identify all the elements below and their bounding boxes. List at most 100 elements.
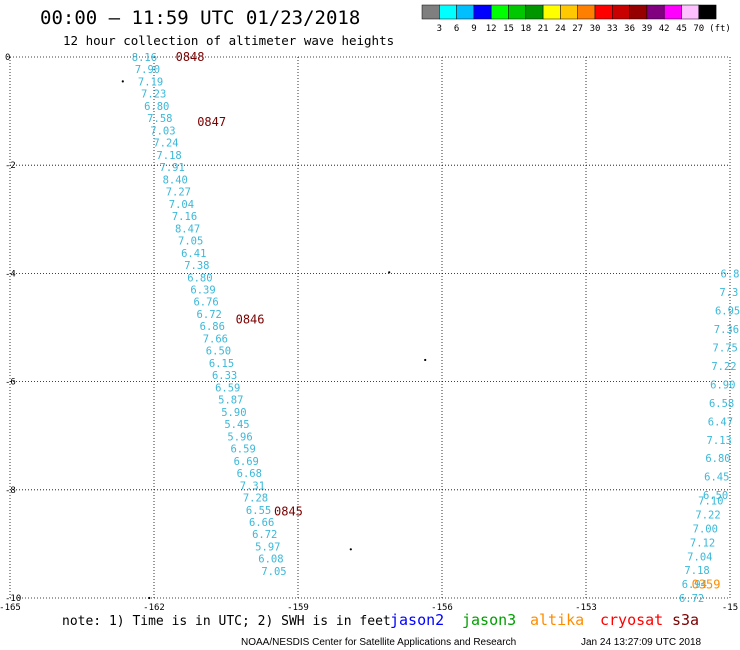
swh-value-label: 5.96 <box>227 431 252 443</box>
swh-value-label: 6.15 <box>209 358 234 370</box>
x-tick-label: -15 <box>722 603 738 613</box>
pass-time-label: 0845 <box>274 504 303 518</box>
footer-timestamp: Jan 24 13:27:09 UTC 2018 <box>581 637 702 648</box>
colorbar-swatch <box>421 4 440 20</box>
colorbar-swatch <box>560 4 578 20</box>
colorbar-label: 33 <box>607 24 618 34</box>
swh-value-label: 5.45 <box>224 419 249 431</box>
swh-value-label: 6.80 <box>705 453 730 465</box>
colorbar-label: 27 <box>572 24 583 34</box>
y-tick-label: -6 <box>5 378 16 388</box>
swh-value-label: 6.66 <box>249 517 274 529</box>
colorbar-swatch <box>542 4 561 20</box>
swh-value-label: 7.03 <box>150 125 175 137</box>
pass-time-label: 0359 <box>692 577 721 591</box>
x-tick-label: -153 <box>575 603 597 613</box>
swh-value-label: 6.58 <box>709 398 734 410</box>
swh-value-label: 6.86 <box>200 321 225 333</box>
colorbar-swatch <box>629 4 648 20</box>
satellite-legend-cryosat: cryosat <box>600 611 663 629</box>
island-marker <box>148 596 151 600</box>
swh-value-label: 7.23 <box>141 89 166 101</box>
swh-value-label: 7.22 <box>695 510 720 522</box>
pass-time-label: 0846 <box>236 312 265 326</box>
swh-value-label: 6.59 <box>215 382 240 394</box>
swh-value-label: 6.45 <box>704 472 729 484</box>
swh-value-label: 6.33 <box>212 370 237 382</box>
swh-value-label: 7.24 <box>153 138 178 150</box>
swh-value-label: 7.90 <box>135 64 160 76</box>
satellite-legend: jason2 jason3 altika cryosat s3a <box>390 611 699 629</box>
colorbar-swatch <box>594 4 613 20</box>
colorbar-unit: (ft) <box>709 24 731 34</box>
y-tick-label: -4 <box>5 269 16 279</box>
swh-value-label: 8.16 <box>132 52 157 64</box>
swh-value-label: 7.18 <box>156 150 181 162</box>
colorbar-swatch <box>490 4 509 20</box>
swh-value-label: 6.90 <box>710 379 735 391</box>
swh-value-label: 7.75 <box>713 342 738 354</box>
chart-title: 00:00 – 11:59 UTC 01/23/2018 <box>40 7 360 29</box>
colorbar-label: 36 <box>624 24 635 34</box>
color-scale-bar: 3 6 9 12 15 18 21 24 27 30 33 36 39 42 45 70 (ft) <box>421 4 731 34</box>
swh-value-label: 6.72 <box>197 309 222 321</box>
satellite-legend-s3a: s3a <box>672 611 699 629</box>
colorbar-label: 70 <box>693 24 704 34</box>
colorbar-label: 30 <box>590 24 601 34</box>
swh-value-label: 7.66 <box>203 333 228 345</box>
colorbar-label: 15 <box>503 24 514 34</box>
swh-value-label: 7.36 <box>714 324 739 336</box>
satellite-legend-altika: altika <box>530 611 584 629</box>
swh-value-label: 6.39 <box>190 285 215 297</box>
swh-value-label: 6.95 <box>715 305 740 317</box>
swh-value-label: 7.38 <box>184 260 209 272</box>
swh-value-label: 7.28 <box>243 493 268 505</box>
colorbar-label: 12 <box>486 24 497 34</box>
swh-value-label: 6.80 <box>144 101 169 113</box>
island-marker <box>388 271 391 274</box>
swh-value-label: 6.41 <box>181 248 206 260</box>
swh-value-label: 7.3 <box>719 287 738 299</box>
y-tick-label: -8 <box>5 486 16 496</box>
island-marker <box>349 548 352 551</box>
colorbar-swatch <box>439 4 457 20</box>
swh-value-label: 6.72 <box>252 529 277 541</box>
x-tick-label: -159 <box>287 603 309 613</box>
colorbar-swatch <box>646 4 665 20</box>
swh-value-label: 6.50 <box>703 490 728 502</box>
swh-value-label: 7.10 <box>698 496 723 508</box>
swh-value-label: 6.76 <box>193 297 218 309</box>
y-tick-label: -2 <box>5 161 16 171</box>
x-tick-label: -162 <box>143 603 165 613</box>
colorbar-label: 24 <box>555 24 566 34</box>
x-tick-label: -165 <box>0 603 21 613</box>
swh-value-label: 6.94 <box>682 579 707 591</box>
swh-value-label: 8.40 <box>163 174 188 186</box>
swh-value-label: 7.91 <box>160 162 185 174</box>
x-tick-label: -156 <box>431 603 453 613</box>
plot-area: -165 -162 -159 -156 -153 -150-2-4-6-8-108.167… <box>0 50 740 613</box>
swh-value-label: 7.22 <box>711 361 736 373</box>
pass-time-label: 0847 <box>197 115 226 129</box>
colorbar-swatch <box>612 4 630 20</box>
colorbar-swatch <box>456 4 475 20</box>
colorbar-label: 45 <box>676 24 687 34</box>
y-tick-label: -10 <box>5 594 21 604</box>
swh-value-label: 7.13 <box>707 435 732 447</box>
colorbar-label: 42 <box>659 24 670 34</box>
swh-value-label: 6.55 <box>246 505 271 517</box>
colorbar-label: 3 <box>437 24 442 34</box>
island-marker <box>424 358 427 362</box>
swh-value-label: 6.47 <box>708 416 733 428</box>
swh-value-label: 7.00 <box>693 523 718 535</box>
colorbar-label: 39 <box>641 24 652 34</box>
colorbar-swatch <box>525 4 544 20</box>
swh-value-label: 6.59 <box>230 444 255 456</box>
satellite-legend-jason3: jason3 <box>462 611 516 629</box>
colorbar-label: 9 <box>471 24 476 34</box>
colorbar-swatch <box>698 4 717 20</box>
swh-value-label: 7.27 <box>166 187 191 199</box>
swh-value-label: 5.90 <box>221 407 246 419</box>
colorbar-swatch <box>508 4 527 20</box>
